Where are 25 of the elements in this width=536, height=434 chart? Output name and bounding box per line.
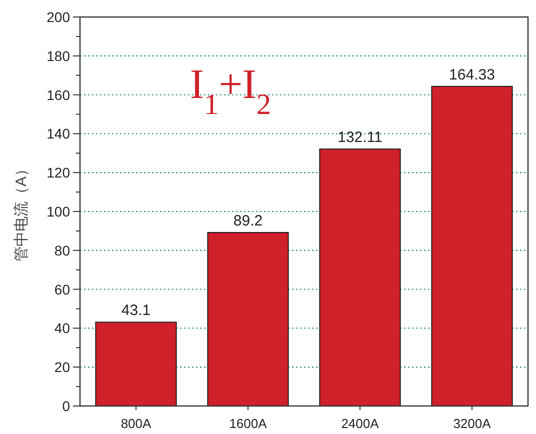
y-tick-label: 180	[46, 48, 70, 64]
bar	[431, 86, 513, 406]
y-tick-label: 100	[46, 204, 70, 220]
data-label: 43.1	[121, 302, 151, 320]
x-tick-label: 1600A	[229, 416, 268, 431]
data-label: 132.11	[338, 129, 382, 146]
y-tick-label: 120	[46, 164, 70, 181]
y-tick-label: 80	[54, 242, 70, 258]
y-tick-label: 40	[54, 320, 70, 336]
bar	[319, 148, 401, 406]
y-tick-label: 200	[46, 9, 70, 25]
bar	[207, 232, 289, 406]
data-label: 89.2	[233, 212, 263, 230]
annotation: I$_{1}$+I$_{2}$	[190, 62, 272, 121]
data-label: 164.33	[449, 66, 495, 84]
y-tick-label: 140	[46, 126, 70, 142]
y-tick-label: 20	[54, 359, 70, 376]
x-tick-label: 3200A	[453, 416, 492, 431]
y-tick-label: 0	[62, 398, 70, 414]
y-tick-label: 160	[46, 86, 70, 103]
x-tick-label: 800A	[120, 416, 152, 431]
y-tick-label: 60	[54, 281, 70, 298]
bar	[95, 322, 177, 406]
y-axis-title: 管中电流（A）	[13, 161, 30, 262]
x-tick-label: 2400A	[341, 416, 380, 431]
